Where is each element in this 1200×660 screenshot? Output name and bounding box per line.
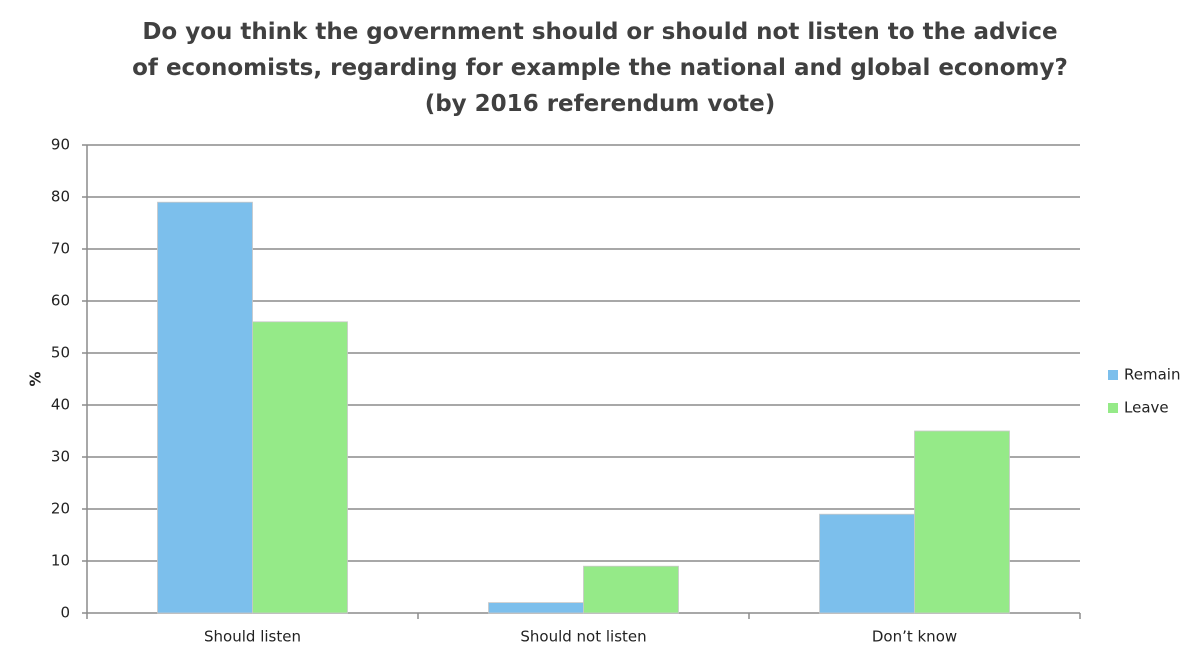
bar [914,430,1010,614]
y-tick-label: 20 [51,500,70,518]
y-tick-label: 10 [51,552,70,570]
chart-title: Do you think the government should or sh… [132,19,1068,117]
y-tick-label: 80 [51,188,70,206]
y-axis-label: % [27,371,45,386]
y-tick-label: 30 [51,448,70,466]
y-tick-label: 0 [60,604,70,622]
legend-label: Remain [1124,366,1180,384]
x-tick-label: Should listen [204,628,301,646]
bar [252,321,348,614]
bar [583,565,679,614]
y-tick-label: 70 [51,240,70,258]
y-tick-label: 90 [51,136,70,154]
x-tick-label: Should not listen [520,628,646,646]
bar [157,201,253,614]
legend-swatch [1108,403,1118,413]
bar [819,513,915,614]
y-tick-label: 60 [51,292,70,310]
x-tick-label: Don’t know [872,628,957,646]
bar [488,602,584,614]
legend-swatch [1108,370,1118,380]
legend-label: Leave [1124,399,1169,417]
y-tick-label: 50 [51,344,70,362]
y-tick-label: 40 [51,396,70,414]
